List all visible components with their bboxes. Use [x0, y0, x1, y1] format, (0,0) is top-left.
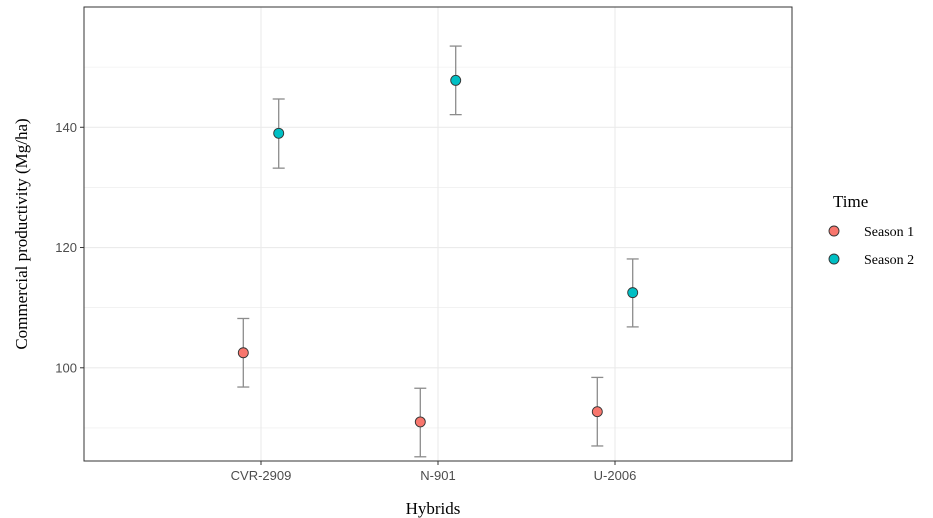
data-point	[273, 127, 285, 139]
axis-ticks: 100 120 140 CVR-2909 N-901 U-2006	[55, 120, 636, 483]
data-point	[450, 74, 462, 86]
legend: Time Season 1 Season 2	[828, 192, 914, 268]
x-axis-title: Hybrids	[406, 499, 461, 518]
legend-key	[828, 225, 840, 237]
x-tick-label: CVR-2909	[231, 468, 292, 483]
grid	[84, 6, 792, 461]
data-point	[414, 416, 426, 428]
y-axis-title: Commercial productivity (Mg/ha)	[12, 118, 31, 349]
x-tick-label: U-2006	[594, 468, 637, 483]
legend-key	[828, 253, 840, 265]
legend-title: Time	[833, 192, 868, 211]
y-tick-label: 140	[55, 120, 77, 135]
data-point	[627, 287, 639, 299]
legend-label: Season 1	[864, 225, 914, 240]
x-tick-label: N-901	[420, 468, 455, 483]
legend-label: Season 2	[864, 253, 914, 268]
data-point	[237, 347, 249, 359]
data-point	[591, 406, 603, 418]
y-tick-label: 120	[55, 240, 77, 255]
data-points	[237, 74, 639, 428]
y-tick-label: 100	[55, 360, 77, 375]
